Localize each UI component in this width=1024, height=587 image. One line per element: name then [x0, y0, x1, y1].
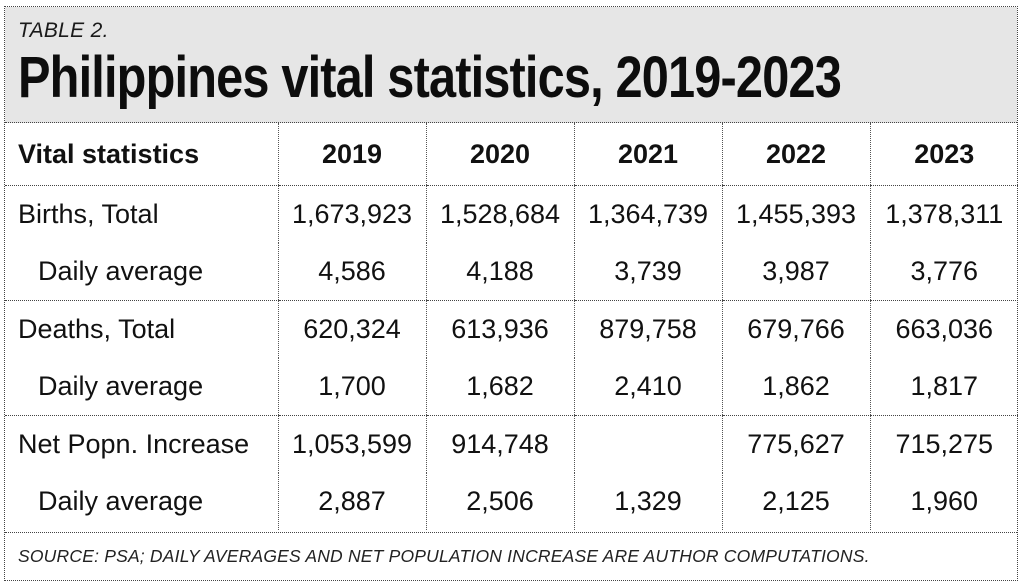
row-label: Births, Total [18, 199, 159, 229]
vital-statistics-table: Vital statistics 2019 2020 2021 2022 202… [5, 123, 1018, 530]
table-frame: TABLE 2. Philippines vital statistics, 2… [4, 6, 1018, 581]
table-cell: 4,586 [277, 243, 426, 301]
row-label: Deaths, Total [18, 314, 176, 344]
row-label: Daily average [5, 243, 278, 301]
table-cell [573, 415, 722, 473]
column-header-2023: 2023 [869, 123, 1018, 186]
table-cell: 2,125 [721, 473, 870, 530]
row-label: Net Popn. Increase [18, 429, 250, 459]
table-cell: 4,188 [425, 243, 574, 301]
source-note: SOURCE: PSA; DAILY AVERAGES AND NET POPU… [5, 532, 1017, 580]
column-header-2021: 2021 [573, 123, 722, 186]
table-cell: 3,739 [573, 243, 722, 301]
table-cell: 3,987 [721, 243, 870, 301]
table-cell: 620,324 [277, 300, 426, 358]
table-cell: 1,053,599 [277, 415, 426, 473]
column-header-2022: 2022 [721, 123, 870, 186]
column-header-vital-statistics: Vital statistics [5, 123, 278, 186]
table-row-deaths-total: Deaths, Total 620,324 613,936 879,758 67… [5, 300, 1018, 358]
table-cell: 1,862 [721, 358, 870, 416]
column-header-2020: 2020 [425, 123, 574, 186]
table-cell: 1,700 [277, 358, 426, 416]
table-cell: 1,329 [573, 473, 722, 530]
table-cell: 1,960 [869, 473, 1018, 530]
table-cell: 2,506 [425, 473, 574, 530]
table-cell: 1,682 [425, 358, 574, 416]
table-cell: 3,776 [869, 243, 1018, 301]
table-cell: 715,275 [869, 415, 1018, 473]
table-number-label: TABLE 2. [18, 19, 109, 42]
table-cell: 1,455,393 [721, 185, 870, 243]
table-row-deaths-daily-average: Daily average 1,700 1,682 2,410 1,862 1,… [5, 358, 1018, 416]
table-header: TABLE 2. Philippines vital statistics, 2… [5, 7, 1017, 123]
table-row-net-increase-daily-average: Daily average 2,887 2,506 1,329 2,125 1,… [5, 473, 1018, 530]
table-cell: 914,748 [425, 415, 574, 473]
row-label: Daily average [5, 358, 278, 416]
table-cell: 663,036 [869, 300, 1018, 358]
table-cell: 1,528,684 [425, 185, 574, 243]
table-cell: 1,364,739 [573, 185, 722, 243]
table-cell: 2,887 [277, 473, 426, 530]
table-row-births-daily-average: Daily average 4,586 4,188 3,739 3,987 3,… [5, 243, 1018, 301]
table-cell: 775,627 [721, 415, 870, 473]
table-cell: 2,410 [573, 358, 722, 416]
table-row-net-population-increase: Net Popn. Increase 1,053,599 914,748 775… [5, 415, 1018, 473]
table-cell: 613,936 [425, 300, 574, 358]
row-label: Daily average [38, 486, 204, 516]
column-header-2019: 2019 [277, 123, 426, 186]
table-row-births-total: Births, Total 1,673,923 1,528,684 1,364,… [5, 185, 1018, 243]
table-cell: 679,766 [721, 300, 870, 358]
table-cell: 1,817 [869, 358, 1018, 416]
table-cell: 1,673,923 [277, 185, 426, 243]
table-cell: 1,378,311 [869, 185, 1018, 243]
table-cell: 879,758 [573, 300, 722, 358]
header-row: Vital statistics 2019 2020 2021 2022 202… [5, 123, 1018, 186]
table-title: Philippines vital statistics, 2019-2023 [18, 45, 842, 110]
